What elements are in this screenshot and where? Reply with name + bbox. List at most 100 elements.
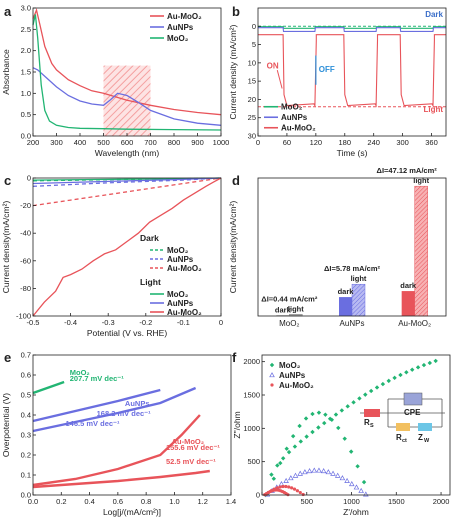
y-axis-a-tick-label: 1.0: [21, 89, 31, 98]
data-point: [284, 484, 288, 489]
slope-annotation: 207.7 mV dec⁻¹: [70, 374, 124, 383]
data-point: [271, 476, 277, 481]
y-axis-b-tick-label: 5: [252, 40, 256, 49]
y-axis-c-tick-label: 0: [27, 174, 31, 183]
rs-sub-label: S: [370, 423, 374, 429]
legend-f-label: MoO₂: [279, 361, 301, 370]
data-point: [278, 480, 285, 487]
y-axis-c-tick-label: -80: [20, 284, 31, 293]
x-axis-c-tick-label: -0.5: [27, 318, 40, 327]
y-axis-a-tick-label: 3.0: [21, 4, 31, 13]
category-label: AuNPs: [340, 319, 365, 328]
y-axis-c-tick-label: -40: [20, 229, 31, 238]
series-line-AuNPs: [32, 67, 222, 126]
bar-light-2: [414, 185, 428, 317]
data-point: [316, 467, 322, 473]
legend-c-light-title: Light: [140, 277, 161, 287]
legend-f-label: Au-MoO₂: [279, 381, 314, 390]
slope-annotation: 168.2 mV dec⁻¹: [97, 409, 151, 418]
x-axis-c-tick-label: -0.3: [102, 318, 115, 327]
data-point: [283, 477, 289, 483]
series-line-MoO2: [32, 14, 222, 131]
bar-label-dark: dark: [400, 281, 417, 290]
data-point: [392, 375, 397, 381]
category-label: Au-MoO₂: [398, 319, 431, 328]
plot-frame-c: [32, 177, 222, 317]
x-axis-b-tick-label: 0: [256, 138, 260, 147]
y-axis-title-f: Z''/ohm: [232, 411, 242, 438]
x-axis-c-tick-label: -0.4: [64, 318, 77, 327]
data-point: [306, 468, 313, 474]
data-point: [415, 365, 421, 370]
y-axis-b-tick-label: 15: [248, 77, 256, 86]
data-point: [290, 433, 296, 439]
y-axis-e-tick-label: 0.1: [21, 471, 31, 480]
data-point: [298, 490, 302, 495]
data-point: [410, 367, 415, 372]
slope-annotation: AuNPs: [125, 399, 150, 408]
bar-light-1: [351, 283, 366, 317]
delta-annotation: ΔI=5.78 mA/cm²: [324, 264, 381, 273]
slope-annotation: 155.6 mV dec⁻¹: [166, 443, 220, 452]
data-point: [329, 417, 335, 422]
zw-sub-label: W: [424, 438, 430, 444]
data-point: [310, 429, 315, 435]
data-point: [303, 416, 309, 421]
legend-c-light-0-label: MoO₂: [167, 290, 189, 299]
data-point: [278, 485, 282, 489]
series-line-Au-MoO2: [32, 7, 222, 116]
y-axis-title-d: Current density(mA/cm²): [228, 201, 238, 294]
delta-annotation: ΔI=47.12 mA/cm²: [377, 166, 438, 175]
x-axis-title-f: Z'/ohm: [343, 507, 369, 517]
data-point: [353, 484, 360, 490]
data-point: [363, 392, 368, 397]
light-annotation: Light: [423, 105, 443, 114]
data-point: [310, 411, 315, 417]
x-axis-c-tick-label: -0.1: [177, 318, 190, 327]
cpe-label: CPE: [404, 408, 421, 417]
data-point: [380, 381, 386, 387]
x-axis-c-tick-label: -0.2: [139, 318, 152, 327]
plot-frame-d: [257, 177, 447, 317]
y-axis-e-tick-label: 0.5: [21, 391, 31, 400]
legend-c-light-1-label: AuNPs: [167, 299, 194, 308]
bar-label-light: light: [288, 304, 304, 313]
data-point: [427, 360, 433, 366]
data-point: [398, 372, 403, 378]
data-point: [292, 444, 298, 449]
y-axis-b-tick-label: 30: [248, 132, 256, 141]
data-point: [281, 484, 285, 489]
x-axis-b-tick-label: 180: [339, 138, 352, 147]
x-axis-c-tick-label: 0: [219, 318, 223, 327]
data-point: [342, 436, 347, 441]
x-axis-a-tick-label: 900: [191, 138, 204, 147]
legend-a-0-label: Au-MoO₂: [167, 12, 202, 21]
data-point: [295, 489, 299, 493]
panel-letter: f: [232, 350, 237, 365]
x-axis-b-tick-label: 240: [367, 138, 380, 147]
bar-label-light: light: [413, 176, 429, 185]
plot-frame-b: [257, 7, 447, 137]
legend-b-2-label: Au-MoO₂: [281, 124, 316, 133]
data-point: [302, 469, 308, 475]
y-axis-f-tick-label: 500: [247, 457, 260, 466]
series-line-Light-AuNPs: [32, 177, 222, 185]
cpe-element: [403, 392, 423, 406]
data-point: [311, 467, 318, 473]
y-axis-f-tick-label: 1500: [243, 391, 260, 400]
legend-c-dark-1-label: AuNPs: [167, 255, 194, 264]
x-axis-a-tick-label: 600: [121, 138, 134, 147]
data-point: [358, 487, 364, 493]
data-point: [404, 370, 409, 375]
delta-annotation: ΔI=0.44 mA/cm²: [261, 294, 318, 303]
y-axis-title-b: Current density (mA/cm²): [228, 24, 238, 119]
plot-frame-f: [261, 354, 451, 496]
bar-label-dark: dark: [275, 305, 292, 314]
slope-annotation: 146.5 mV dec⁻¹: [66, 419, 120, 428]
y-axis-f-tick-label: 2000: [243, 357, 260, 366]
category-label: MoO₂: [279, 319, 299, 328]
x-axis-title-e: Log[j/(mA/cm²)]: [103, 507, 161, 517]
y-axis-c-tick-label: -20: [20, 201, 31, 210]
y-axis-a-tick-label: 2.0: [21, 46, 31, 55]
